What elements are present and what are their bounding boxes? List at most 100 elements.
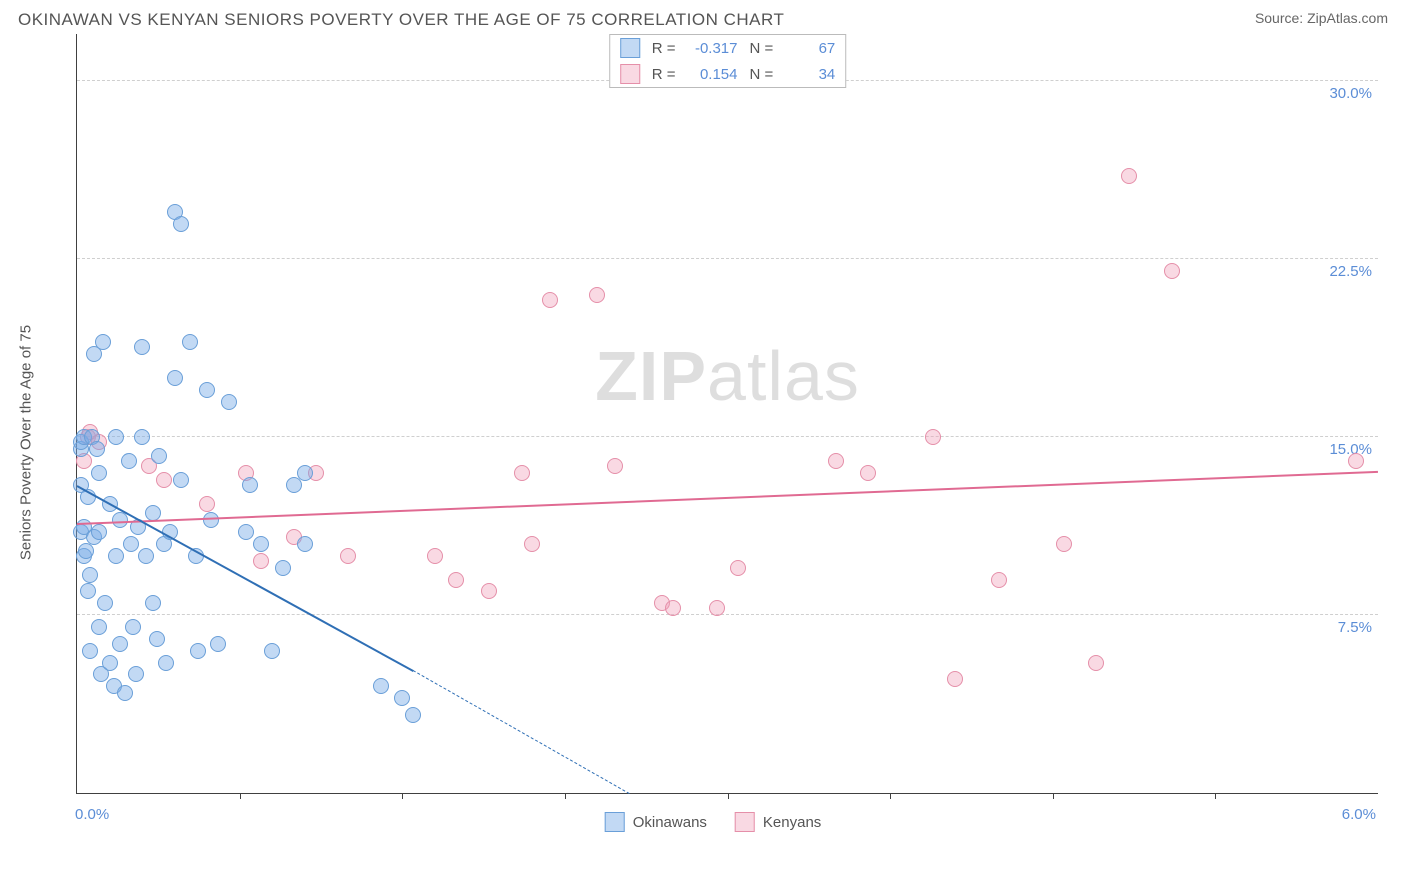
kenyans-point [156,472,172,488]
okinawans-point [394,690,410,706]
gridline: 22.5% [77,258,1378,259]
okinawans-point [149,631,165,647]
n-value-okinawans: 67 [785,40,835,57]
y-axis-label: Seniors Poverty Over the Age of 75 [18,325,35,560]
x-tick [402,793,403,799]
okinawans-point [112,636,128,652]
kenyans-point [607,458,623,474]
series-legend: Okinawans Kenyans [605,812,822,832]
okinawans-point [97,595,113,611]
kenyans-point [730,560,746,576]
legend-item-okinawans: Okinawans [605,812,707,832]
watermark-bold: ZIP [595,337,707,415]
kenyans-point [481,583,497,599]
watermark-light: atlas [707,337,860,415]
okinawans-point [78,543,94,559]
okinawans-point [158,655,174,671]
kenyans-point [947,671,963,687]
okinawans-point [297,465,313,481]
source-name: ZipAtlas.com [1307,10,1388,26]
okinawans-point [190,643,206,659]
okinawans-point [221,394,237,410]
kenyans-point [524,536,540,552]
kenyans-point [991,572,1007,588]
okinawans-point [238,524,254,540]
kenyans-point [253,553,269,569]
kenyans-point [589,287,605,303]
legend-label-kenyans: Kenyans [763,814,821,831]
okinawans-point [145,595,161,611]
okinawans-point [210,636,226,652]
r-value-okinawans: -0.317 [688,40,738,57]
okinawans-point [134,339,150,355]
x-axis-min-label: 0.0% [75,806,109,823]
okinawans-point [89,441,105,457]
okinawans-point [80,583,96,599]
kenyans-point [1056,536,1072,552]
okinawans-point [117,685,133,701]
trendline-kenyans [77,470,1378,524]
swatch-okinawans-icon [620,38,640,58]
r-value-kenyans: 0.154 [688,66,738,83]
legend-row-okinawans: R = -0.317 N = 67 [610,35,846,61]
okinawans-point [264,643,280,659]
kenyans-point [514,465,530,481]
okinawans-point [297,536,313,552]
okinawans-point [182,334,198,350]
okinawans-point [242,477,258,493]
okinawans-point [167,370,183,386]
legend-row-kenyans: R = 0.154 N = 34 [610,61,846,87]
y-tick-label: 7.5% [1338,619,1372,636]
r-label: R = [652,40,676,57]
okinawans-point [108,548,124,564]
gridline: 7.5% [77,614,1378,615]
okinawans-point [123,536,139,552]
kenyans-point [860,465,876,481]
okinawans-point [82,567,98,583]
okinawans-point [203,512,219,528]
okinawans-point [121,453,137,469]
source-prefix: Source: [1255,10,1307,26]
okinawans-point [91,465,107,481]
kenyans-point [427,548,443,564]
kenyans-point [199,496,215,512]
swatch-kenyans-icon [735,812,755,832]
okinawans-point [82,643,98,659]
kenyans-point [828,453,844,469]
trendline-okinawans-ext [413,670,630,794]
x-axis-max-label: 6.0% [1342,806,1376,823]
y-tick-label: 30.0% [1329,85,1372,102]
okinawans-point [128,666,144,682]
kenyans-point [1164,263,1180,279]
kenyans-point [448,572,464,588]
n-value-kenyans: 34 [785,66,835,83]
kenyans-point [1121,168,1137,184]
okinawans-point [373,678,389,694]
kenyans-point [1088,655,1104,671]
legend-label-okinawans: Okinawans [633,814,707,831]
kenyans-point [925,429,941,445]
n-label: N = [750,66,774,83]
okinawans-point [134,429,150,445]
x-tick [1053,793,1054,799]
source-label: Source: ZipAtlas.com [1255,10,1388,26]
r-label: R = [652,66,676,83]
kenyans-point [542,292,558,308]
kenyans-point [709,600,725,616]
x-tick [240,793,241,799]
x-tick [1215,793,1216,799]
correlation-legend: R = -0.317 N = 67 R = 0.154 N = 34 [609,34,847,88]
x-tick [565,793,566,799]
okinawans-point [138,548,154,564]
legend-item-kenyans: Kenyans [735,812,821,832]
swatch-kenyans-icon [620,64,640,84]
watermark: ZIPatlas [595,336,860,416]
okinawans-point [253,536,269,552]
okinawans-point [125,619,141,635]
okinawans-point [275,560,291,576]
okinawans-point [108,429,124,445]
x-tick [890,793,891,799]
gridline: 15.0% [77,436,1378,437]
okinawans-point [102,655,118,671]
kenyans-point [665,600,681,616]
